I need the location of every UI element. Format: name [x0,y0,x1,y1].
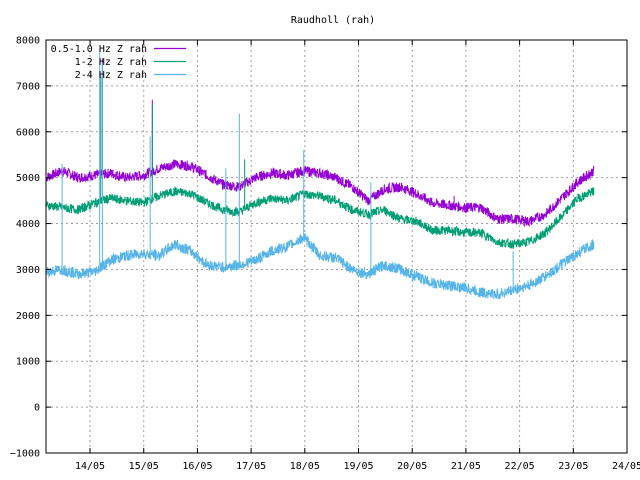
y-axis-ticks: −1000 0 1000 2000 3000 4000 5000 6000 7000 8000 [10,36,627,460]
y-tick-label: −1000 [10,449,40,460]
y-tick-label: 0 [34,403,40,414]
y-tick-label: 6000 [16,127,40,138]
y-tick-label: 1000 [16,357,40,368]
series-line-1 [45,159,595,228]
x-tick-label: 17/05 [236,461,266,472]
plot-frame [45,39,628,454]
x-axis-ticks: 14/05 15/05 16/05 17/05 18/05 19/05 20/05 21/05… [75,40,640,472]
legend-label: 1-2 Hz Z rah [75,57,147,68]
series-line-2 [45,186,595,249]
series-lines [45,49,595,300]
x-tick-label: 20/05 [397,461,427,472]
x-tick-label: 14/05 [75,461,105,472]
series-line-3 [45,233,595,300]
chart-title: Raudholl (rah) [291,15,375,26]
y-tick-label: 7000 [16,81,40,92]
legend-label: 2-4 Hz Z rah [75,70,147,81]
y-tick-label: 8000 [16,36,40,47]
x-tick-label: 21/05 [451,461,481,472]
y-tick-label: 4000 [16,219,40,230]
x-tick-label: 16/05 [182,461,212,472]
y-tick-label: 5000 [16,173,40,184]
x-tick-label: 19/05 [343,461,373,472]
x-tick-label: 23/05 [558,461,588,472]
y-tick-label: 2000 [16,311,40,322]
x-tick-label: 24/05 [612,461,640,472]
legend: 0.5-1.0 Hz Z rah 1-2 Hz Z rah 2-4 Hz Z rah [51,44,186,81]
x-tick-label: 22/05 [505,461,535,472]
y-tick-label: 3000 [16,265,40,276]
x-tick-label: 15/05 [129,461,159,472]
legend-label: 0.5-1.0 Hz Z rah [51,44,147,55]
x-tick-label: 18/05 [290,461,320,472]
